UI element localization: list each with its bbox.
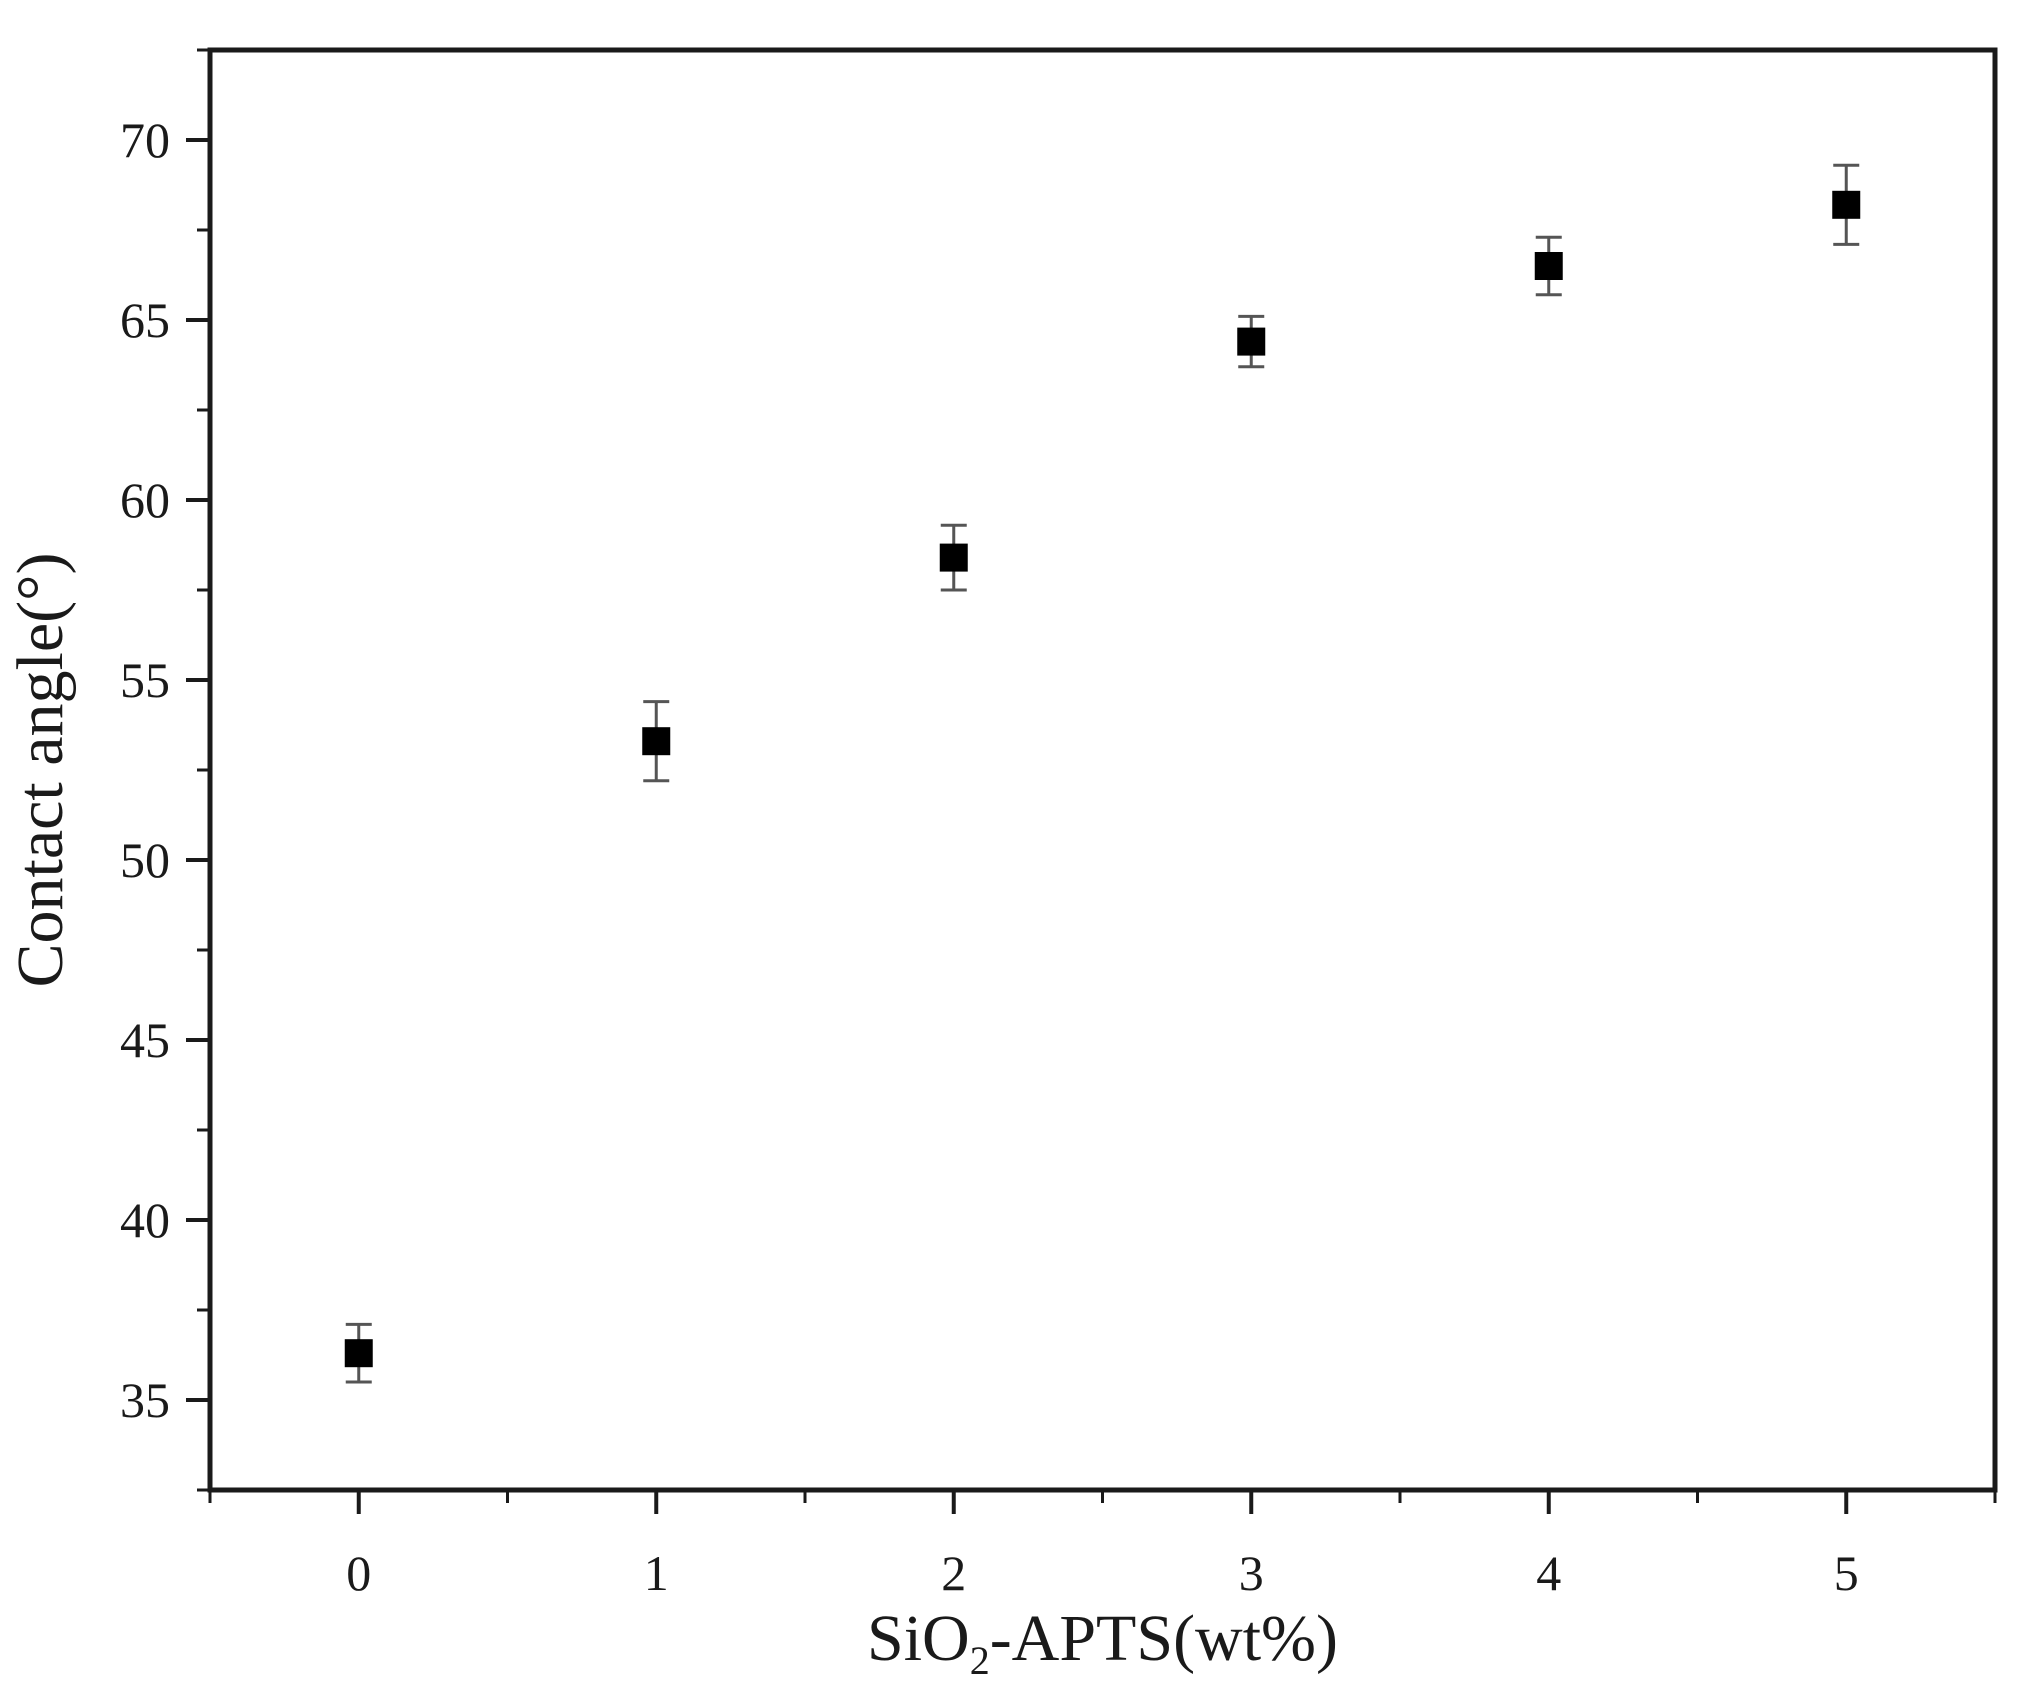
data-point — [1832, 190, 1861, 219]
y-tick-label: 70 — [120, 112, 170, 168]
y-tick-label: 60 — [120, 472, 170, 528]
x-tick-label: 0 — [346, 1545, 371, 1601]
plot-frame — [207, 47, 1998, 1493]
y-axis-title: Contact angle(°) — [4, 552, 77, 987]
data-points — [344, 190, 1861, 1368]
x-axis-title-subscript: 2 — [970, 1638, 990, 1683]
x-axis-title: SiO2-APTS(wt%) — [867, 1602, 1338, 1683]
x-axis-title-main: SiO — [867, 1602, 970, 1675]
y-tick-label: 55 — [120, 652, 170, 708]
x-tick-label: 3 — [1239, 1545, 1264, 1601]
error-bars — [345, 163, 1860, 1384]
data-point — [939, 543, 968, 572]
x-axis-title-rest: -APTS(wt%) — [990, 1602, 1338, 1675]
y-tick-label: 40 — [120, 1192, 170, 1248]
data-point — [642, 727, 671, 756]
x-tick-label: 5 — [1834, 1545, 1859, 1601]
data-point — [344, 1339, 373, 1368]
data-point — [1237, 327, 1266, 356]
axis-ticks — [186, 48, 1997, 1514]
y-tick-label: 45 — [120, 1012, 170, 1068]
x-tick-label: 1 — [644, 1545, 669, 1601]
y-tick-label: 35 — [120, 1372, 170, 1428]
x-tick-label: 4 — [1536, 1545, 1561, 1601]
x-tick-label: 2 — [941, 1545, 966, 1601]
y-tick-label: 65 — [120, 292, 170, 348]
y-tick-label: 50 — [120, 832, 170, 888]
data-point — [1534, 252, 1563, 280]
